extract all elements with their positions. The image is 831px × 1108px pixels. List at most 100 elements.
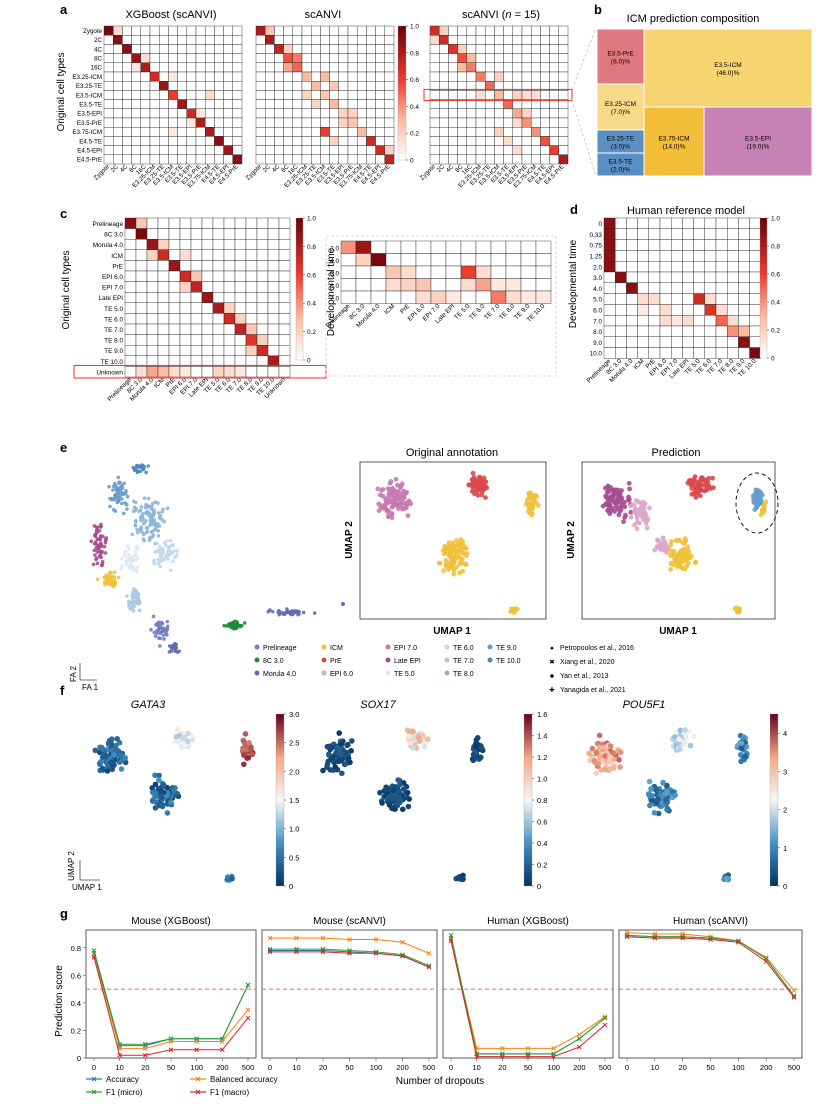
heatmap-cell xyxy=(103,108,114,119)
fa-point xyxy=(167,650,172,654)
heatmap-cell xyxy=(531,126,541,137)
expression-point xyxy=(663,797,669,803)
heatmap-cell xyxy=(223,292,236,304)
heatmap-cell xyxy=(204,145,215,156)
heatmap-cell xyxy=(485,44,495,54)
heatmap-cell xyxy=(429,126,440,137)
legend-marker xyxy=(444,657,450,663)
heatmap-cell xyxy=(301,25,312,36)
heatmap-cell xyxy=(520,290,537,304)
heatmap-cell xyxy=(738,217,750,230)
heatmap-cell xyxy=(186,53,197,63)
heatmap-cell xyxy=(179,260,192,272)
heatmap-cell xyxy=(274,126,284,137)
heatmap-cell xyxy=(278,323,291,335)
heatmap-cell xyxy=(301,126,312,137)
heatmap-cell xyxy=(375,108,386,119)
f-axis-arrows: UMAP 2 UMAP 1 xyxy=(67,851,102,892)
umap-point xyxy=(437,560,443,566)
heatmap-cell xyxy=(140,99,151,109)
heatmap-cell xyxy=(168,228,181,240)
heatmap-cell xyxy=(457,44,468,54)
series-marker xyxy=(474,1054,480,1059)
heatmap-cell xyxy=(301,44,312,54)
heatmap-cell xyxy=(245,355,258,367)
expression-point xyxy=(676,746,683,752)
heatmap-cell xyxy=(320,108,330,119)
heatmap-cell xyxy=(223,71,234,82)
fa-point xyxy=(113,496,117,500)
umap-original xyxy=(375,470,541,616)
heatmap-cell xyxy=(265,53,275,63)
heatmap-cell xyxy=(671,325,683,338)
heatmap-cell xyxy=(457,25,468,36)
fa-point xyxy=(135,469,140,473)
heatmap-cell xyxy=(232,99,243,109)
heatmap-cell xyxy=(283,62,294,73)
fa-point xyxy=(111,584,116,589)
heatmap-cell xyxy=(168,126,178,137)
gene-title: POU5F1 xyxy=(623,699,666,711)
colorbar-tick-label: 0.4 xyxy=(771,300,780,307)
heatmap-cell xyxy=(204,108,215,119)
fa-point xyxy=(103,551,108,555)
heatmap-cell xyxy=(430,265,447,279)
heatmap-cell xyxy=(485,136,495,146)
heatmap-cell xyxy=(140,44,151,54)
heatmap-cell xyxy=(626,315,638,327)
legend-marker xyxy=(254,657,260,663)
heatmap-cell xyxy=(549,62,559,73)
heatmap-cell xyxy=(648,293,661,305)
fa-point xyxy=(114,486,119,491)
colorbar-tick-label: 0.6 xyxy=(307,272,316,279)
umap-point xyxy=(399,481,405,487)
heatmap-cell xyxy=(738,282,750,294)
fa-point xyxy=(147,504,152,509)
row-label: 8C xyxy=(94,56,102,63)
heatmap-cell xyxy=(615,315,627,327)
heatmap-cell xyxy=(274,117,284,128)
heatmap-cell xyxy=(603,293,616,305)
fa-point xyxy=(126,552,131,557)
heatmap-cell xyxy=(503,136,514,146)
treemap-value: (46.0)% xyxy=(717,70,740,77)
heatmap-cell xyxy=(460,253,477,267)
heatmap-cell xyxy=(460,290,477,304)
expression-point xyxy=(242,731,249,737)
fa-point xyxy=(134,589,139,593)
heatmap-cell xyxy=(540,53,550,63)
panel-label-e: e xyxy=(60,440,67,455)
colorbar-tick-label: 1.0 xyxy=(289,825,299,834)
series-marker xyxy=(373,950,379,956)
legend-label: Late EPI xyxy=(394,658,421,665)
heatmap-cell xyxy=(214,35,224,45)
umap-point xyxy=(442,544,448,549)
heatmap-cell xyxy=(429,44,440,54)
expression-point xyxy=(394,795,400,801)
heatmap-cell xyxy=(415,240,432,254)
heatmap-cell xyxy=(283,154,294,165)
heatmap-cell xyxy=(278,366,291,378)
heatmap-cell xyxy=(255,108,266,119)
heatmap-cell xyxy=(460,240,477,254)
umap-point xyxy=(611,494,616,500)
umap-point xyxy=(665,545,671,551)
fa-point xyxy=(297,612,301,616)
heatmap-cell xyxy=(255,62,266,73)
heatmap-cell xyxy=(168,345,181,357)
heatmap-cell xyxy=(256,228,269,240)
heatmap-cell xyxy=(177,117,188,128)
heatmap-cell xyxy=(223,90,234,100)
heatmap-cell xyxy=(738,228,750,240)
col-label: 4C xyxy=(271,163,282,174)
heatmap-cell xyxy=(715,228,728,240)
heatmap-cell xyxy=(558,117,569,128)
heatmap-cell xyxy=(603,325,616,338)
heatmap-cell xyxy=(234,313,247,325)
heatmap-cell xyxy=(201,292,214,304)
heatmap-cell xyxy=(186,108,197,119)
heatmap-cell xyxy=(671,261,683,273)
heatmap-cell xyxy=(347,117,358,128)
highlight-box xyxy=(423,88,573,102)
heatmap-cell xyxy=(223,334,236,346)
